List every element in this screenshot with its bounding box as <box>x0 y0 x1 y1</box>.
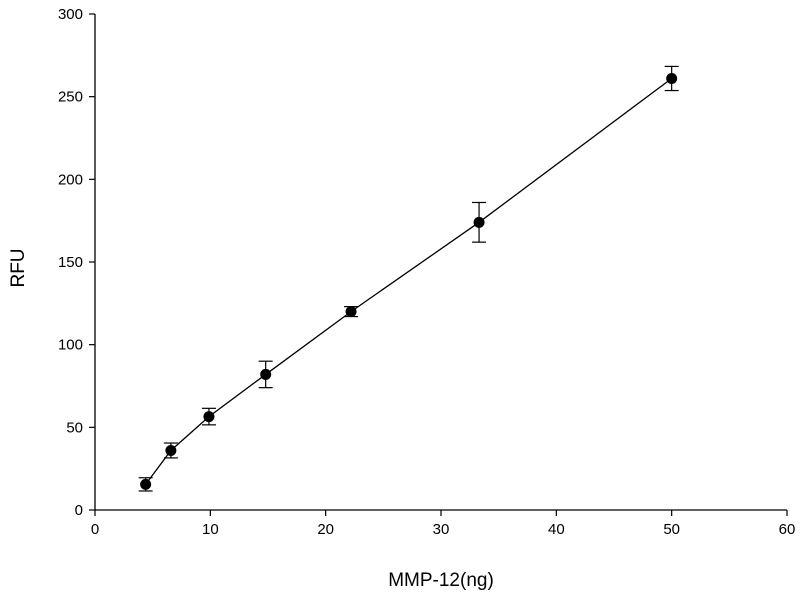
y-tick-label: 300 <box>58 6 83 23</box>
x-tick-label: 20 <box>317 521 334 538</box>
x-tick-label: 40 <box>548 521 565 538</box>
x-tick-label: 30 <box>433 521 450 538</box>
data-point <box>165 444 177 456</box>
x-tick-label: 60 <box>779 521 796 538</box>
y-tick-label: 150 <box>58 254 83 271</box>
x-ticks: 0 10 20 30 40 50 60 <box>91 510 796 538</box>
y-tick-label: 200 <box>58 171 83 188</box>
x-tick-label: 0 <box>91 521 99 538</box>
data-point <box>260 368 272 380</box>
y-tick-label: 100 <box>58 337 83 354</box>
y-tick-label: 250 <box>58 89 83 106</box>
data-point <box>345 306 357 318</box>
x-tick-label: 10 <box>202 521 219 538</box>
y-axis-label: RFU <box>8 248 29 287</box>
data-point <box>140 478 152 490</box>
x-tick-label: 50 <box>663 521 680 538</box>
x-axis-label: MMP-12(ng) <box>388 570 494 591</box>
data-point <box>203 411 215 423</box>
data-point <box>666 72 678 84</box>
y-tick-label: 0 <box>75 502 83 519</box>
data-point <box>473 216 485 228</box>
series-line <box>145 77 673 485</box>
data-series <box>138 65 679 492</box>
y-tick-label: 50 <box>66 419 83 436</box>
y-ticks: 0 50 100 150 200 250 300 <box>58 6 95 519</box>
axes <box>94 14 787 511</box>
